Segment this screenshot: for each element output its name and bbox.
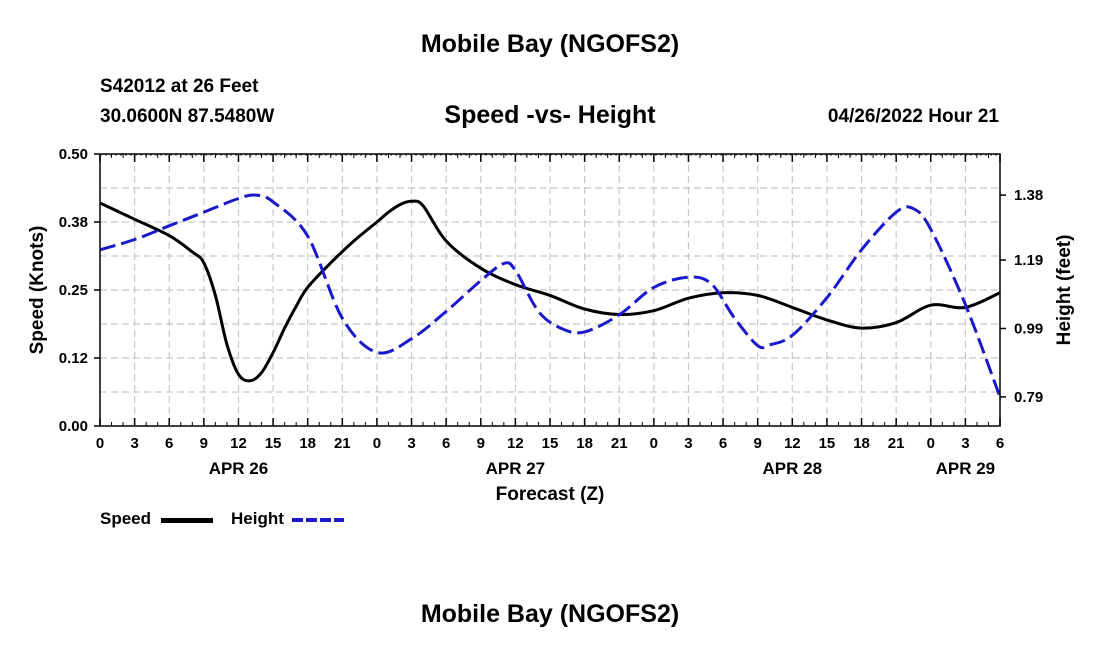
x-tick-label: 12 [507,435,524,452]
x-tick-label: 15 [819,435,836,452]
x-tick-label: 6 [442,435,450,452]
x-date-label: APR 29 [936,459,996,478]
y-left-tick-label: 0.00 [59,418,88,435]
x-tick-label: 12 [784,435,801,452]
x-tick-label: 0 [96,435,104,452]
x-tick-label: 9 [200,435,208,452]
station-coordinates: 30.0600N 87.5480W [100,106,275,127]
y-left-tick-label: 0.38 [59,214,88,231]
x-tick-label: 0 [650,435,658,452]
x-tick-label: 18 [853,435,870,452]
x-axis-label: Forecast (Z) [496,484,605,505]
x-tick-label: 6 [719,435,727,452]
series-layer [99,193,1002,398]
x-tick-label: 3 [407,435,415,452]
x-tick-label: 18 [299,435,316,452]
footer-title: Mobile Bay (NGOFS2) [420,600,680,628]
x-tick-label: 0 [373,435,381,452]
x-date-label: APR 27 [486,459,546,478]
speed-series-line [99,199,1001,383]
x-tick-label: 21 [888,435,905,452]
y-right-tick-label: 0.79 [1014,389,1043,406]
x-tick-label: 0 [927,435,935,452]
x-tick-label: 3 [684,435,692,452]
y-right-tick-label: 1.19 [1014,252,1043,269]
x-tick-label: 21 [334,435,351,452]
chart-title: Mobile Bay (NGOFS2) [420,30,680,58]
grid [100,154,1000,426]
x-tick-label: 21 [611,435,628,452]
height-series-line [99,193,1002,398]
x-tick-label: 12 [230,435,247,452]
y-axis-left-label: Speed (Knots) [27,226,48,355]
legend-height-swatch [292,518,344,522]
x-tick-label: 18 [576,435,593,452]
x-date-label: APR 26 [209,459,269,478]
y-axis-right-label: Height (feet) [1054,235,1075,346]
x-tick-label: 6 [996,435,1004,452]
legend-speed-swatch [161,518,213,523]
x-tick-label: 3 [130,435,138,452]
chart-subtitle: Speed -vs- Height [444,101,656,129]
y-right-tick-label: 1.38 [1014,187,1043,204]
legend-speed-label: Speed [100,509,152,528]
x-tick-label: 15 [542,435,559,452]
x-tick-label: 9 [477,435,485,452]
x-tick-label: 3 [961,435,969,452]
y-left-tick-label: 0.12 [59,350,88,367]
y-left-tick-label: 0.50 [59,146,88,163]
axes: 0 3 6 9 12 15 18 21 0 3 6 9 12 15 18 21 0 3 6 9 12 15 18 21 0 3 6A… [59,146,1043,478]
x-tick-label: 15 [265,435,282,452]
forecast-datetime: 04/26/2022 Hour 21 [827,106,999,127]
y-left-tick-label: 0.25 [59,282,88,299]
y-right-tick-label: 0.99 [1014,320,1043,337]
legend-height-label: Height [231,509,284,528]
x-date-label: APR 28 [763,459,823,478]
x-tick-label: 6 [165,435,173,452]
station-label: S42012 at 26 Feet [100,76,259,97]
x-tick-label: 9 [754,435,762,452]
